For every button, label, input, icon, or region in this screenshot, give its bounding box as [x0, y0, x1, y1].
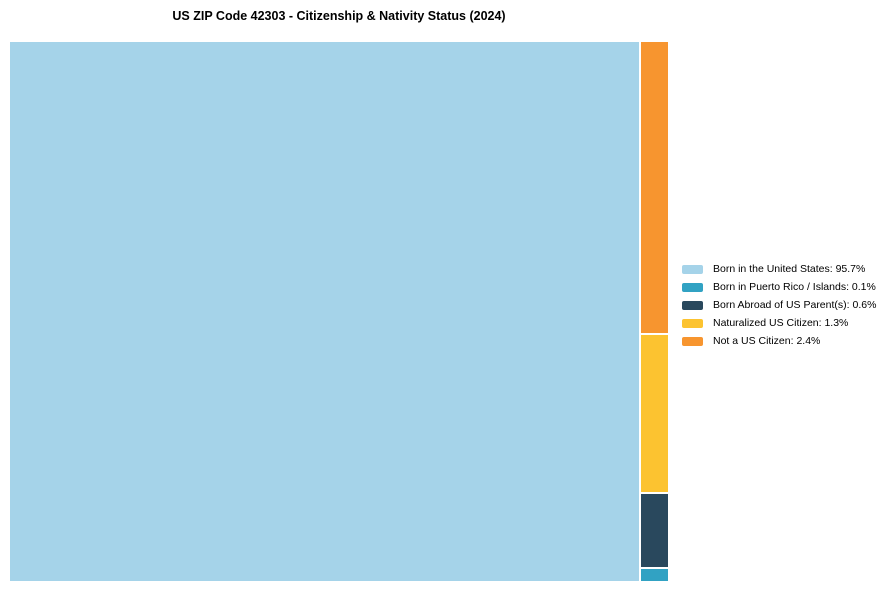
treemap-segment-born-abroad-of-us-parent-s[interactable] [641, 494, 668, 567]
treemap-segment-naturalized-us-citizen[interactable] [641, 334, 668, 493]
legend-item-born-in-puerto-rico-islands: Born in Puerto Rico / Islands: 0.1% [682, 282, 876, 293]
legend: Born in the United States: 95.7% Born in … [682, 264, 876, 347]
legend-swatch-born-abroad-of-us-parent-s [682, 301, 703, 310]
treemap-segment-not-a-us-citizen[interactable] [641, 42, 668, 333]
treemap-side-column [641, 42, 668, 582]
legend-item-not-a-us-citizen: Not a US Citizen: 2.4% [682, 336, 876, 347]
treemap-segment-born-in-the-united-states[interactable] [10, 42, 640, 581]
treemap-chart [10, 42, 668, 582]
legend-swatch-born-in-the-united-states [682, 265, 703, 274]
treemap-segment-born-in-puerto-rico-islands[interactable] [641, 568, 668, 582]
legend-label-naturalized-us-citizen: Naturalized US Citizen: 1.3% [713, 317, 849, 329]
legend-swatch-naturalized-us-citizen [682, 319, 703, 328]
legend-label-born-in-puerto-rico-islands: Born in Puerto Rico / Islands: 0.1% [713, 281, 876, 293]
legend-swatch-born-in-puerto-rico-islands [682, 283, 703, 292]
legend-swatch-not-a-us-citizen [682, 337, 703, 346]
legend-label-born-in-the-united-states: Born in the United States: 95.7% [713, 263, 866, 275]
chart-title: US ZIP Code 42303 - Citizenship & Nativi… [172, 9, 506, 23]
legend-item-born-in-the-united-states: Born in the United States: 95.7% [682, 264, 876, 275]
legend-item-naturalized-us-citizen: Naturalized US Citizen: 1.3% [682, 318, 876, 329]
legend-label-born-abroad-of-us-parent-s: Born Abroad of US Parent(s): 0.6% [713, 299, 877, 311]
legend-label-not-a-us-citizen: Not a US Citizen: 2.4% [713, 335, 821, 347]
legend-item-born-abroad-of-us-parent-s: Born Abroad of US Parent(s): 0.6% [682, 300, 876, 311]
